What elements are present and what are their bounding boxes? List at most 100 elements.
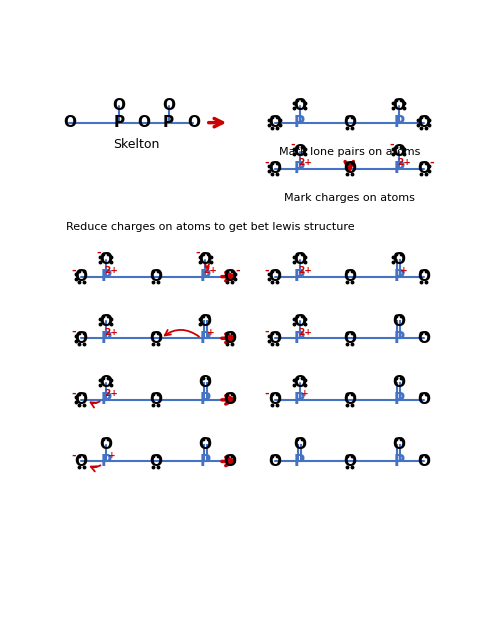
- Text: O: O: [74, 331, 88, 346]
- Text: P: P: [200, 454, 210, 469]
- Text: -: -: [429, 158, 434, 168]
- Text: O: O: [74, 454, 88, 469]
- Text: O: O: [268, 115, 281, 130]
- Text: Reduce charges on atoms to get bet lewis structure: Reduce charges on atoms to get bet lewis…: [66, 222, 355, 232]
- Text: O: O: [162, 98, 175, 113]
- Text: +: +: [302, 389, 309, 398]
- Text: O: O: [293, 437, 306, 452]
- Text: +: +: [206, 327, 214, 336]
- Text: -: -: [71, 327, 76, 337]
- Text: P: P: [294, 454, 305, 469]
- Text: P: P: [294, 269, 305, 284]
- Text: 2+: 2+: [298, 266, 312, 275]
- Text: P: P: [394, 392, 404, 407]
- Text: P: P: [394, 454, 404, 469]
- Text: O: O: [224, 269, 236, 284]
- Text: O: O: [417, 454, 430, 469]
- Text: P: P: [294, 331, 305, 346]
- Text: O: O: [392, 437, 406, 452]
- Text: O: O: [100, 437, 112, 452]
- Text: O: O: [268, 269, 281, 284]
- Text: Mark lone pairs on atoms: Mark lone pairs on atoms: [278, 147, 420, 157]
- Text: O: O: [268, 454, 281, 469]
- Text: P: P: [394, 115, 404, 130]
- Text: O: O: [149, 392, 162, 407]
- Text: O: O: [343, 331, 356, 346]
- Text: 2+: 2+: [104, 266, 118, 275]
- Text: O: O: [343, 269, 356, 284]
- Text: O: O: [149, 331, 162, 346]
- Text: P: P: [163, 115, 174, 130]
- Text: P: P: [100, 454, 112, 469]
- Text: O: O: [63, 115, 76, 130]
- Text: O: O: [343, 392, 356, 407]
- Text: O: O: [417, 161, 430, 176]
- Text: P: P: [394, 269, 404, 284]
- Text: P: P: [100, 331, 112, 346]
- Text: O: O: [112, 98, 126, 113]
- Text: 2+: 2+: [398, 158, 411, 167]
- Text: O: O: [198, 437, 211, 452]
- Text: O: O: [293, 252, 306, 267]
- Text: -: -: [71, 450, 76, 461]
- Text: -: -: [265, 389, 270, 399]
- Text: O: O: [198, 314, 211, 329]
- Text: Skelton: Skelton: [113, 138, 160, 151]
- Text: O: O: [293, 98, 306, 113]
- Text: O: O: [268, 331, 281, 346]
- Text: Mark charges on atoms: Mark charges on atoms: [284, 193, 414, 203]
- Text: P: P: [114, 115, 124, 130]
- Text: O: O: [392, 145, 406, 159]
- Text: O: O: [343, 161, 356, 176]
- Text: P: P: [294, 392, 305, 407]
- Text: O: O: [417, 392, 430, 407]
- Text: P: P: [100, 269, 112, 284]
- Text: O: O: [224, 392, 236, 407]
- Text: +: +: [108, 451, 115, 460]
- Text: -: -: [236, 266, 240, 275]
- Text: O: O: [392, 375, 406, 390]
- Text: -: -: [265, 327, 270, 337]
- Text: O: O: [417, 331, 430, 346]
- Text: O: O: [198, 252, 211, 267]
- Text: O: O: [149, 454, 162, 469]
- Text: 2+: 2+: [104, 327, 118, 336]
- Text: O: O: [293, 375, 306, 390]
- Text: O: O: [224, 331, 236, 346]
- Text: O: O: [268, 161, 281, 176]
- Text: -: -: [390, 140, 394, 150]
- Text: P: P: [394, 331, 404, 346]
- Text: O: O: [198, 375, 211, 390]
- Text: 2+: 2+: [298, 327, 312, 336]
- Text: -: -: [196, 248, 200, 258]
- Text: +: +: [400, 266, 408, 275]
- Text: O: O: [417, 269, 430, 284]
- Text: -: -: [265, 158, 270, 168]
- Text: O: O: [100, 252, 112, 267]
- Text: P: P: [294, 115, 305, 130]
- Text: 2+: 2+: [104, 389, 118, 398]
- Text: P: P: [100, 392, 112, 407]
- Text: O: O: [392, 314, 406, 329]
- Text: -: -: [265, 266, 270, 275]
- Text: 2+: 2+: [204, 266, 218, 275]
- Text: O: O: [138, 115, 150, 130]
- Text: P: P: [200, 269, 210, 284]
- Text: O: O: [268, 392, 281, 407]
- Text: O: O: [392, 252, 406, 267]
- Text: O: O: [417, 115, 430, 130]
- Text: -: -: [96, 248, 101, 258]
- Text: O: O: [149, 269, 162, 284]
- Text: O: O: [392, 98, 406, 113]
- Text: O: O: [343, 454, 356, 469]
- Text: O: O: [187, 115, 200, 130]
- Text: P: P: [394, 161, 404, 176]
- Text: 2+: 2+: [298, 158, 312, 167]
- Text: O: O: [100, 375, 112, 390]
- Text: -: -: [71, 389, 76, 399]
- Text: O: O: [74, 269, 88, 284]
- Text: P: P: [200, 392, 210, 407]
- Text: O: O: [343, 115, 356, 130]
- Text: O: O: [100, 314, 112, 329]
- Text: P: P: [294, 161, 305, 176]
